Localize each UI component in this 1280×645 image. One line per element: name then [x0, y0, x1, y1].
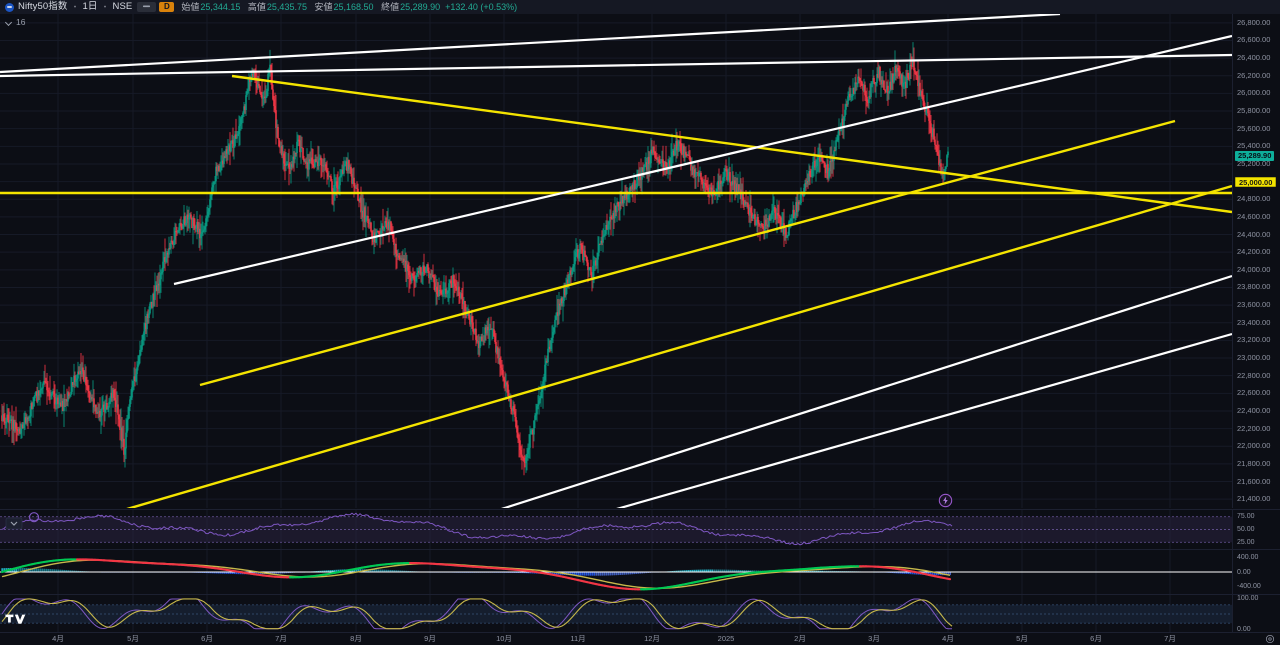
price-tick: 24,400.00 — [1233, 230, 1280, 240]
indicator-tick: 400.00 — [1233, 553, 1280, 562]
price-tick: 22,400.00 — [1233, 406, 1280, 416]
time-tick: 5月 — [1016, 634, 1028, 644]
time-tick: 2025 — [718, 634, 735, 644]
price-tick: 23,400.00 — [1233, 318, 1280, 328]
indicator-tick: 25.00 — [1233, 538, 1280, 547]
price-tick: 24,600.00 — [1233, 212, 1280, 222]
time-tick: 11月 — [570, 634, 585, 644]
price-tick: 26,200.00 — [1233, 71, 1280, 81]
price-tick: 24,800.00 — [1233, 194, 1280, 204]
time-tick: 7月 — [275, 634, 287, 644]
stochastic-pane[interactable] — [0, 594, 1232, 633]
candlestick-series — [1, 42, 949, 475]
candles-glyph — [142, 4, 151, 11]
price-tick: 23,600.00 — [1233, 300, 1280, 310]
time-tick: 12月 — [644, 634, 660, 644]
time-scale[interactable]: 4月 5月 6月 7月 8月 9月 10月 11月 12月 2025 2月 3月 4月 5月 6月 7月 — [0, 632, 1280, 645]
time-tick: 2月 — [794, 634, 806, 644]
time-tick: 4月 — [52, 634, 64, 644]
level-price-tag: 25,000.00 — [1235, 177, 1276, 187]
exchange-label[interactable]: NSE — [112, 0, 132, 14]
rsi-svg — [0, 510, 1232, 549]
price-tick: 26,400.00 — [1233, 53, 1280, 63]
price-tick: 25,600.00 — [1233, 124, 1280, 134]
price-scale[interactable]: 26,800.00 26,600.00 26,400.00 26,200.00 26,0… — [1232, 14, 1280, 508]
ohlc-readout: 始値25,344.15 高値25,435.75 安値25,168.50 終値25… — [181, 0, 440, 14]
price-tick: 23,800.00 — [1233, 282, 1280, 292]
rsi-pane[interactable] — [0, 509, 1232, 549]
macd-line — [2, 559, 950, 589]
gear-icon[interactable] — [1265, 634, 1275, 644]
time-tick: 7月 — [1164, 634, 1176, 644]
time-tick: 4月 — [942, 634, 954, 644]
stochastic-svg — [0, 595, 1232, 633]
candles-icon[interactable] — [137, 2, 156, 12]
indicator-tick: 50.00 — [1233, 525, 1280, 534]
rsi-collapse-button[interactable] — [6, 518, 22, 529]
price-tick: 25,400.00 — [1233, 141, 1280, 151]
low-label: 安値 — [314, 2, 332, 12]
open-label: 始値 — [181, 2, 199, 12]
time-tick: 6月 — [201, 634, 213, 644]
lightning-bolt-icon[interactable] — [938, 493, 953, 508]
price-chart-svg — [0, 14, 1232, 508]
last-price-tag: 25,289.90 — [1235, 151, 1274, 161]
symbol-name[interactable]: Nifty50指数 — [18, 0, 67, 14]
price-tick: 23,200.00 — [1233, 335, 1280, 345]
indicator-tick: 0.00 — [1233, 568, 1280, 577]
trendline-drawings[interactable] — [0, 14, 1232, 508]
indicator-tick: -400.00 — [1233, 582, 1280, 591]
indicator-tick: 100.00 — [1233, 594, 1280, 603]
macd-pane[interactable] — [0, 549, 1232, 594]
white-mid-rising[interactable] — [174, 36, 1232, 284]
nifty-logo-icon — [5, 3, 14, 12]
header-separator-1: ・ — [70, 0, 79, 14]
price-tick: 25,800.00 — [1233, 106, 1280, 116]
tradingview-logo-icon[interactable] — [4, 610, 30, 625]
price-tick: 26,600.00 — [1233, 35, 1280, 45]
price-tick: 24,000.00 — [1233, 265, 1280, 275]
price-tick: 21,400.00 — [1233, 494, 1280, 504]
main-pane-legend[interactable]: 16 — [0, 16, 25, 28]
price-tick: 22,800.00 — [1233, 371, 1280, 381]
price-tick: 21,600.00 — [1233, 477, 1280, 487]
time-tick: 10月 — [496, 634, 512, 644]
interval-badge[interactable]: D — [159, 2, 174, 12]
macd-scale[interactable]: 400.00 0.00 -400.00 — [1232, 549, 1280, 594]
time-tick: 5月 — [127, 634, 139, 644]
price-tick: 21,800.00 — [1233, 459, 1280, 469]
time-tick: 8月 — [350, 634, 362, 644]
price-tick: 22,200.00 — [1233, 424, 1280, 434]
header-separator-2: ・ — [100, 0, 109, 14]
high-label: 高値 — [248, 2, 266, 12]
high-value: 25,435.75 — [267, 2, 307, 12]
price-tick: 23,000.00 — [1233, 353, 1280, 363]
low-value: 25,168.50 — [334, 2, 374, 12]
legend-count-label: 16 — [16, 17, 25, 27]
rsi-scale[interactable]: 75.00 50.00 25.00 — [1232, 509, 1280, 549]
price-tick: 26,800.00 — [1233, 18, 1280, 28]
time-tick: 3月 — [868, 634, 880, 644]
chevron-down-icon[interactable] — [5, 18, 13, 26]
macd-svg — [0, 550, 1232, 594]
grid-lines — [0, 14, 1232, 508]
price-tick: 22,600.00 — [1233, 388, 1280, 398]
indicator-tick: 75.00 — [1233, 512, 1280, 521]
change-value: +132.40 (+0.53%) — [445, 0, 517, 14]
open-value: 25,344.15 — [200, 2, 240, 12]
white-lower-rising-1[interactable] — [467, 276, 1232, 508]
time-tick: 6月 — [1090, 634, 1102, 644]
price-tick: 26,000.00 — [1233, 88, 1280, 98]
price-tick: 24,200.00 — [1233, 247, 1280, 257]
time-tick: 9月 — [424, 634, 436, 644]
chart-header: Nifty50指数 ・ 1日 ・ NSE D 始値25,344.15 高値25,… — [0, 0, 1280, 15]
macd-signal-line — [2, 560, 950, 588]
price-tick: 22,000.00 — [1233, 441, 1280, 451]
interval-label[interactable]: 1日 — [82, 0, 97, 14]
close-value: 25,289.90 — [400, 2, 440, 12]
close-label: 終値 — [381, 2, 399, 12]
main-price-pane[interactable] — [0, 14, 1232, 508]
